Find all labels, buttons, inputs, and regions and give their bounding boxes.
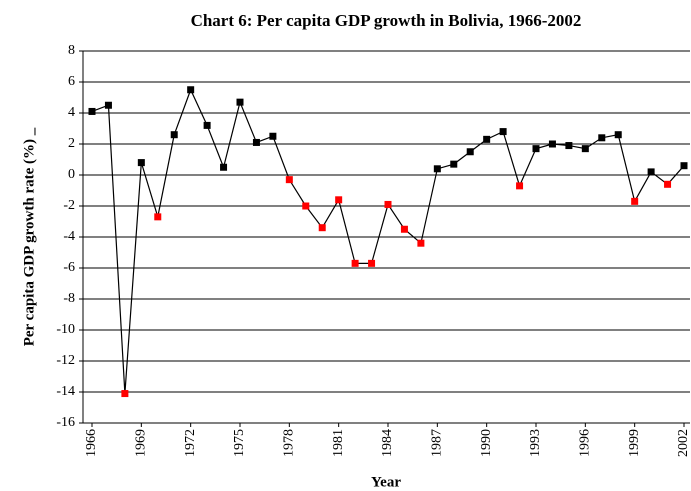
data-point: [269, 132, 277, 140]
data-point: [154, 213, 162, 221]
y-tick-label: -2: [63, 198, 75, 213]
y-tick-label: 2: [68, 136, 75, 151]
data-point: [450, 160, 458, 168]
y-tick-label: -4: [63, 229, 75, 244]
series-line: [91, 88, 685, 394]
data-point: [318, 224, 326, 232]
data-point: [466, 148, 474, 156]
data-point: [121, 390, 129, 398]
x-tick-label: 1996: [578, 429, 593, 457]
chart-title: Chart 6: Per capita GDP growth in Bolivi…: [191, 11, 582, 30]
data-point: [614, 131, 622, 139]
data-point: [483, 135, 491, 143]
data-point: [581, 145, 589, 153]
y-tick-label: -14: [56, 384, 75, 399]
data-point: [631, 197, 639, 205]
x-tick-label: 1999: [627, 429, 642, 457]
data-point: [680, 162, 688, 170]
x-tick-label: 1993: [528, 429, 543, 457]
y-tick-label: -6: [63, 260, 75, 275]
data-point: [532, 145, 540, 153]
data-point: [88, 107, 96, 115]
y-tick-label: -10: [56, 322, 75, 337]
data-point: [351, 259, 359, 267]
data-point: [499, 128, 507, 136]
y-tick-label: 4: [68, 105, 75, 120]
x-tick-label: 1969: [134, 429, 149, 457]
data-point: [252, 138, 260, 146]
data-point: [598, 134, 606, 142]
data-point: [565, 142, 573, 150]
data-point: [187, 86, 195, 94]
x-tick-label: 1987: [430, 429, 445, 457]
data-point: [664, 180, 672, 188]
data-point: [384, 200, 392, 208]
y-tick-label: -8: [63, 291, 75, 306]
x-axis-title: Year: [371, 474, 401, 490]
data-point: [400, 225, 408, 233]
data-point: [516, 182, 524, 190]
y-tick-label: -16: [56, 415, 75, 430]
x-tick-label: 1984: [380, 429, 395, 457]
data-point: [170, 131, 178, 139]
data-point: [104, 101, 112, 109]
data-point: [548, 140, 556, 148]
data-point: [335, 196, 343, 204]
x-tick-label: 1978: [282, 429, 297, 457]
data-point: [302, 202, 310, 210]
y-tick-label: 0: [68, 167, 75, 182]
x-tick-label: 1972: [183, 429, 198, 457]
data-point: [285, 176, 293, 184]
data-point: [368, 259, 376, 267]
y-axis-title: Per capita GDP growth rate (%) _: [21, 127, 37, 346]
x-tick-label: 1966: [84, 429, 99, 457]
y-tick-label: -12: [56, 353, 75, 368]
x-tick-label: 1990: [479, 429, 494, 457]
data-point: [236, 98, 244, 106]
data-point: [203, 121, 211, 129]
y-tick-label: 6: [68, 74, 75, 89]
data-point: [647, 168, 655, 176]
data-point: [220, 163, 228, 171]
x-tick-label: 2002: [676, 429, 691, 457]
data-point: [433, 165, 441, 173]
x-tick-label: 1981: [331, 429, 346, 457]
data-point: [417, 239, 425, 247]
x-tick-label: 1975: [232, 429, 247, 457]
y-tick-label: 8: [68, 43, 75, 58]
data-point: [137, 159, 145, 167]
